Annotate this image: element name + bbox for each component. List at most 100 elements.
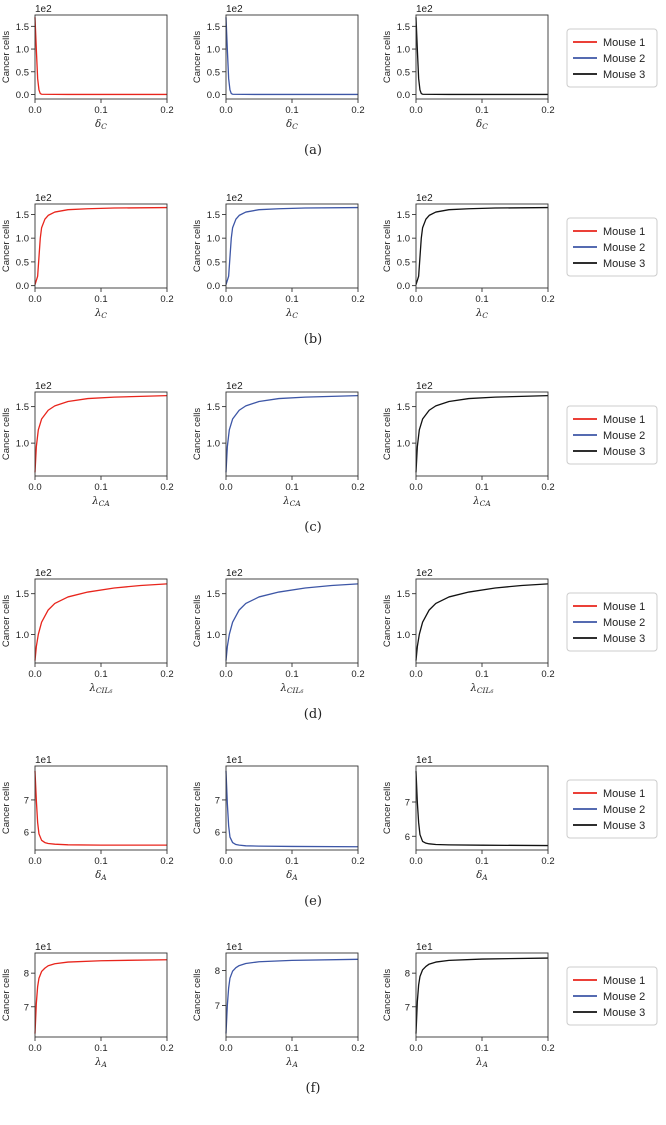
series-line-mouse-2 [225, 17, 358, 96]
subplot-1-0: 0.0 0.5 1.0 1.5 0.0 0.1 0.2 1e2 Cancer cells λC [1, 193, 174, 320]
legend-frame [566, 405, 658, 465]
x-tick-label: 0.0 [28, 105, 41, 116]
plot-frame [415, 14, 549, 100]
y-exponent-label: 1e2 [226, 381, 243, 392]
y-tick-label: 6 [405, 832, 410, 843]
legend-frame [566, 779, 658, 839]
x-tick-label: 0.2 [351, 669, 364, 680]
y-axis-label: Cancer cells [382, 220, 393, 273]
legend-label: Mouse 2 [603, 242, 645, 254]
legend-label: Mouse 3 [603, 820, 645, 832]
subplot-5-2: 7 8 0.0 0.1 0.2 1e1 Cancer cells λA [382, 942, 555, 1069]
subplot-2-0: 1.0 1.5 0.0 0.1 0.2 1e2 Cancer cells λCA [1, 381, 174, 508]
legend-label: Mouse 1 [603, 414, 645, 426]
x-tick-label: 0.2 [160, 482, 173, 493]
y-exponent-label: 1e1 [416, 755, 433, 766]
legend-4: Mouse 1 Mouse 2 Mouse 3 [566, 779, 658, 839]
legend-0: Mouse 1 Mouse 2 Mouse 3 [566, 28, 658, 88]
x-axis-label: λCA [282, 496, 301, 508]
y-tick-label: 0.5 [397, 257, 410, 268]
x-tick-label: 0.1 [94, 105, 107, 116]
y-exponent-label: 1e2 [35, 381, 52, 392]
x-tick-label: 0.2 [160, 856, 173, 867]
x-tick-label: 0.0 [219, 669, 232, 680]
x-tick-label: 0.2 [160, 105, 173, 116]
y-tick-label: 1.0 [397, 45, 410, 56]
y-exponent-label: 1e2 [416, 4, 433, 15]
x-tick-label: 0.1 [285, 856, 298, 867]
x-axis-label: λC [475, 308, 488, 320]
x-tick-label: 0.2 [541, 105, 554, 116]
y-tick-label: 0.0 [16, 90, 29, 101]
x-tick-label: 0.0 [409, 294, 422, 305]
y-axis-label: Cancer cells [1, 782, 12, 835]
y-tick-label: 1.0 [16, 439, 29, 450]
x-tick-label: 0.0 [409, 105, 422, 116]
x-tick-label: 0.1 [285, 294, 298, 305]
y-exponent-label: 1e2 [226, 4, 243, 15]
x-tick-label: 0.0 [409, 669, 422, 680]
x-tick-label: 0.0 [219, 105, 232, 116]
x-tick-label: 0.0 [28, 294, 41, 305]
y-tick-label: 7 [24, 1002, 29, 1013]
plot-frame [415, 952, 549, 1038]
y-tick-label: 7 [215, 795, 220, 806]
x-tick-label: 0.1 [94, 856, 107, 867]
y-exponent-label: 1e2 [416, 381, 433, 392]
y-tick-label: 1.5 [207, 210, 220, 221]
y-tick-label: 8 [215, 966, 220, 977]
x-tick-label: 0.1 [94, 482, 107, 493]
y-exponent-label: 1e1 [226, 942, 243, 953]
legend-label: Mouse 2 [603, 53, 645, 65]
caption-3: (d) [304, 707, 322, 722]
x-axis-label: λC [94, 308, 107, 320]
x-tick-label: 0.1 [475, 482, 488, 493]
x-tick-label: 0.0 [219, 482, 232, 493]
caption-2: (c) [304, 520, 321, 535]
y-tick-label: 1.0 [207, 630, 220, 641]
subplot-3-1: 1.0 1.5 0.0 0.1 0.2 1e2 Cancer cells λCIL₆ [192, 568, 365, 695]
x-axis-label: λA [285, 1057, 298, 1069]
legend-frame [566, 966, 658, 1026]
x-tick-label: 0.2 [351, 856, 364, 867]
y-exponent-label: 1e1 [35, 942, 52, 953]
y-exponent-label: 1e2 [226, 568, 243, 579]
x-axis-label: δC [476, 119, 488, 131]
y-tick-label: 1.0 [16, 45, 29, 56]
x-tick-label: 0.0 [28, 856, 41, 867]
legend-frame [566, 28, 658, 88]
x-axis-label: λCIL₆ [469, 683, 493, 695]
series-line-mouse-3 [415, 583, 549, 661]
y-exponent-label: 1e2 [226, 193, 243, 204]
series-line-mouse-1 [34, 17, 167, 96]
y-axis-label: Cancer cells [192, 595, 203, 648]
x-axis-label: δA [286, 870, 298, 882]
y-tick-label: 0.0 [397, 90, 410, 101]
y-exponent-label: 1e2 [35, 193, 52, 204]
legend-2: Mouse 1 Mouse 2 Mouse 3 [566, 405, 658, 465]
series-line-mouse-3 [415, 206, 549, 285]
y-tick-label: 0.5 [207, 67, 220, 78]
subplot-0-1: 0.0 0.5 1.0 1.5 0.0 0.1 0.2 1e2 Cancer cells δC [192, 4, 365, 131]
legend-label: Mouse 1 [603, 975, 645, 987]
x-tick-label: 0.1 [94, 1043, 107, 1054]
series-line-mouse-1 [34, 770, 167, 846]
x-tick-label: 0.1 [475, 669, 488, 680]
subplot-1-1: 0.0 0.5 1.0 1.5 0.0 0.1 0.2 1e2 Cancer cells λC [192, 193, 365, 320]
subplot-4-1: 6 7 0.0 0.1 0.2 1e1 Cancer cells δA [192, 755, 365, 882]
y-axis-label: Cancer cells [1, 31, 12, 84]
series-line-mouse-3 [415, 395, 549, 473]
y-exponent-label: 1e1 [35, 755, 52, 766]
plot-frame [34, 14, 168, 100]
x-tick-label: 0.1 [285, 669, 298, 680]
x-tick-label: 0.2 [351, 105, 364, 116]
x-tick-label: 0.2 [160, 669, 173, 680]
y-tick-label: 1.0 [207, 234, 220, 245]
x-tick-label: 0.0 [219, 294, 232, 305]
x-tick-label: 0.0 [28, 669, 41, 680]
plot-frame [415, 203, 549, 289]
legend-5: Mouse 1 Mouse 2 Mouse 3 [566, 966, 658, 1026]
x-axis-label: λCIL₆ [88, 683, 112, 695]
series-line-mouse-2 [225, 395, 359, 473]
